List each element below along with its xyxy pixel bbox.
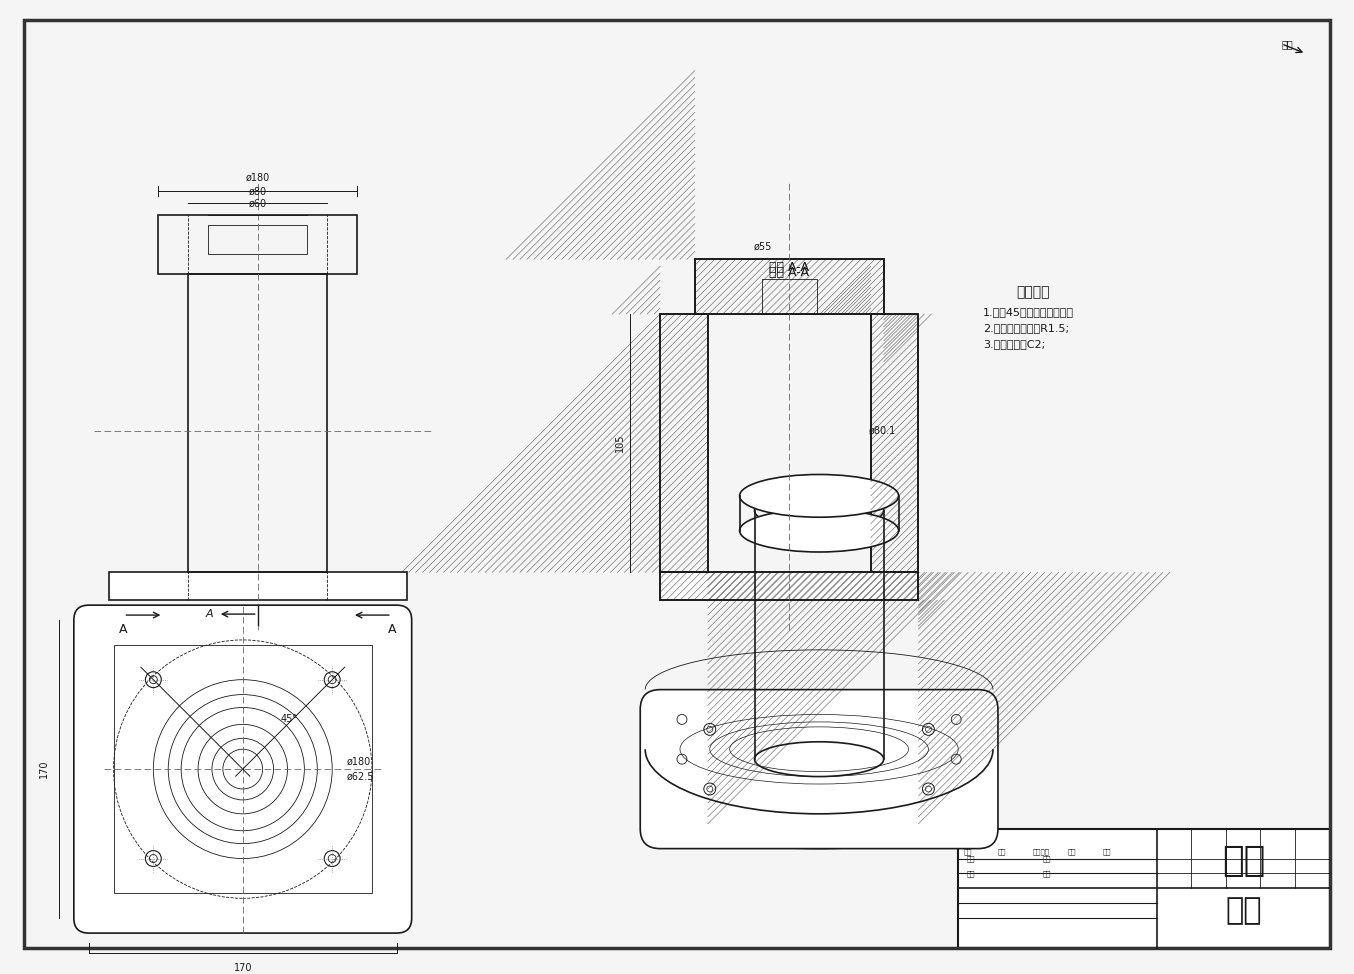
- Bar: [661, 314, 708, 573]
- Text: 105: 105: [615, 434, 626, 453]
- Text: ø62.5: ø62.5: [347, 772, 375, 782]
- Bar: [661, 573, 918, 600]
- Bar: [209, 225, 307, 254]
- Text: 更改文号: 更改文号: [1033, 848, 1049, 855]
- Text: 标记: 标记: [963, 848, 972, 855]
- Bar: [108, 573, 406, 600]
- Text: 日期: 日期: [1102, 848, 1110, 855]
- Bar: [188, 275, 328, 573]
- Ellipse shape: [661, 769, 978, 848]
- Bar: [661, 573, 918, 600]
- Text: 腰部: 腰部: [1221, 843, 1265, 878]
- Text: ø180: ø180: [347, 756, 371, 767]
- Text: 审查: 审查: [967, 870, 975, 877]
- Bar: [871, 314, 918, 573]
- Ellipse shape: [739, 474, 899, 517]
- Text: ø180: ø180: [245, 172, 269, 183]
- Text: 剖面 A-A: 剖面 A-A: [769, 266, 810, 280]
- FancyBboxPatch shape: [74, 605, 412, 933]
- Text: 签字: 签字: [1067, 848, 1076, 855]
- Text: ø80.1: ø80.1: [869, 426, 896, 435]
- Bar: [114, 645, 372, 893]
- Text: 3.未注倒角为C2;: 3.未注倒角为C2;: [983, 339, 1045, 349]
- Text: 170: 170: [233, 963, 252, 973]
- Text: 工艺: 工艺: [1043, 855, 1051, 862]
- Text: 壳体: 壳体: [1225, 896, 1262, 924]
- Text: ø60: ø60: [249, 199, 267, 208]
- Text: 审查: 审查: [1043, 870, 1051, 877]
- Text: 1.材料45，调质处理后硬度: 1.材料45，调质处理后硬度: [983, 307, 1074, 317]
- Bar: [695, 259, 884, 314]
- Text: 170: 170: [39, 760, 49, 778]
- Text: 设计: 设计: [967, 855, 975, 862]
- Text: 处数: 处数: [998, 848, 1006, 855]
- Text: 2.未注圆角半径为R1.5;: 2.未注圆角半径为R1.5;: [983, 323, 1070, 333]
- Text: A: A: [119, 623, 127, 636]
- Text: ø80: ø80: [249, 187, 267, 197]
- Bar: [959, 829, 1330, 948]
- Text: 45°: 45°: [280, 714, 298, 725]
- Text: A: A: [206, 609, 213, 619]
- Text: A: A: [387, 623, 397, 636]
- Text: 技术要求: 技术要求: [1016, 285, 1049, 299]
- Bar: [661, 314, 708, 573]
- Text: 风向: 风向: [1281, 39, 1293, 49]
- Bar: [158, 214, 357, 275]
- Bar: [695, 259, 884, 314]
- Bar: [871, 314, 918, 573]
- FancyBboxPatch shape: [640, 690, 998, 848]
- Ellipse shape: [739, 509, 899, 552]
- Bar: [762, 280, 816, 314]
- Text: 剖面 A-A: 剖面 A-A: [769, 261, 810, 275]
- Text: ø55: ø55: [753, 242, 772, 251]
